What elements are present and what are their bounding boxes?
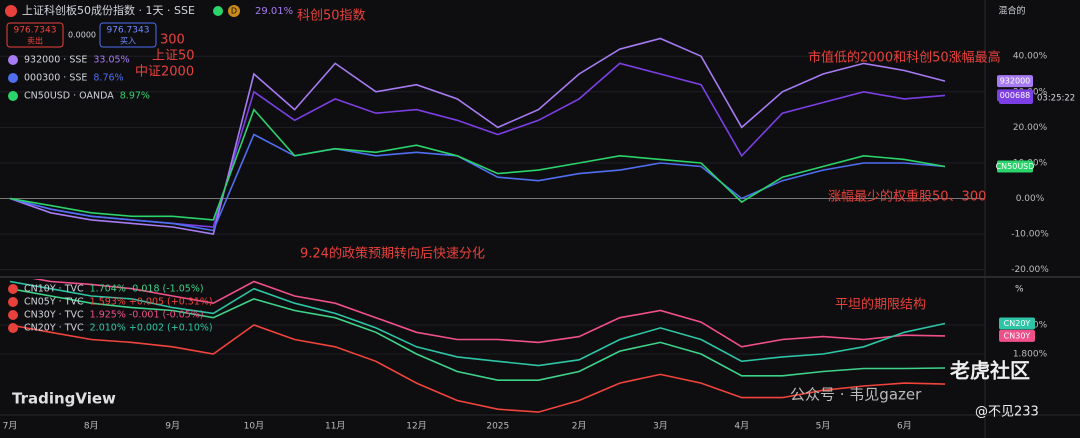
legend-value: 1.925% -0.001 (-0.05%) [90,310,204,321]
symbol-title[interactable]: 上证科创板50成份指数 · 1天 · SSE [22,3,195,17]
legend-name: CN10Y · TVC [24,284,84,295]
y-tick-label: -10.00% [1011,230,1049,240]
price-tag-label: CN30Y [1004,331,1031,340]
y-tick-label: 20.00% [1013,123,1048,133]
price-tag-label: CN20Y [1004,319,1031,328]
series-line [32,279,946,348]
annotation: 科创50指数 [297,9,366,24]
annotation: 9.24的政策预期转向后快速分化 [300,246,485,262]
legend-icon [8,323,18,333]
legend-icon [8,284,18,294]
price-tag [999,329,1035,342]
legend-name: 932000 · SSE [24,55,87,66]
wechat-watermark: 公众号 · 韦见gazer [790,386,922,404]
legend-value: 1.593% +0.005 (+0.31%) [90,297,213,308]
annotation: 上证50 [152,49,195,64]
legend-icon [8,310,18,320]
plots [0,37,985,413]
x-tick-label: 4月 [734,421,749,432]
x-tick-label: 11月 [325,421,345,432]
community-watermark: 老虎社区 [950,359,1030,383]
market-status [213,6,223,16]
price-tag-label: 932000 [1000,77,1031,86]
legend-value: 8.76% [93,73,123,84]
x-tick-label: 6月 [897,421,912,432]
interval-badge: D [231,7,237,16]
price-tag [997,89,1033,102]
series-line [9,280,946,367]
x-tick-label: 10月 [244,421,264,432]
symbol-icon [5,5,17,17]
legend-value: 2.010% +0.002 (+0.10%) [90,323,213,334]
price-tag [999,317,1035,330]
y-tick-label: 0.00% [1016,194,1045,204]
legend-icon [8,91,18,101]
price-tag-label: 000688 [1000,91,1031,100]
legend-name: CN05Y · TVC [24,297,84,308]
y-tick-label: -20.00% [1011,265,1049,275]
user-watermark: @不见233 [975,405,1039,420]
legend-icon [8,73,18,83]
unit-label: % [1015,285,1024,295]
x-tick-label: 9月 [165,421,180,432]
price-tag-label: CN50USD [996,162,1035,171]
x-tick-label: 2月 [572,421,587,432]
header-change: 29.01% [255,6,293,17]
legend-name: 000300 · SSE [24,73,87,84]
series-line [9,108,946,221]
sell-button[interactable] [6,22,64,48]
buy-price: 976.7343 [107,26,150,36]
clock: 03:25:22 [1037,94,1075,104]
legend-value: 8.97% [120,91,150,102]
spread: 0.0000 [68,31,96,40]
x-tick-label: 12月 [406,421,426,432]
price-tag [997,75,1033,88]
annotation: 市值低的2000和科创50涨幅最高 [808,50,1001,66]
sell-price: 976.7343 [14,26,57,36]
series-line [9,287,946,381]
y-tick-label: 1.800% [1013,350,1048,360]
price-tag [997,160,1033,173]
legend-value: 1.704% -0.018 (-1.05%) [90,284,204,295]
annotation: 平坦的期限结构 [835,297,926,313]
legend-name: CN50USD · OANDA [24,91,114,102]
series-line [9,324,946,413]
series-line [9,133,946,232]
legend-icon [8,55,18,65]
annotation: 300 [160,33,185,48]
legend-name: CN30Y · TVC [24,310,84,321]
annotation: 涨幅最少的权重股50、300 [828,189,986,205]
buy-button[interactable] [99,22,157,48]
series-line [9,37,946,236]
brand-watermark: TradingView [12,390,116,408]
y-tick-label: 40.00% [1013,52,1048,62]
legend-value: 33.05% [93,55,129,66]
legend-name: CN20Y · TVC [24,323,84,334]
x-tick-label: 8月 [84,421,99,432]
sell-label: 卖出 [27,36,43,46]
buy-label: 买入 [120,37,136,46]
legend-icon [8,297,18,307]
x-tick-label: 7月 [3,421,18,432]
annotation: 中证2000 [135,65,194,80]
x-tick-label: 5月 [816,421,831,432]
scale-mode[interactable]: 混合的 [998,5,1025,17]
x-tick-label: 3月 [653,421,668,432]
x-tick-label: 2025 [486,422,509,432]
interval-badge-bg [228,5,240,17]
